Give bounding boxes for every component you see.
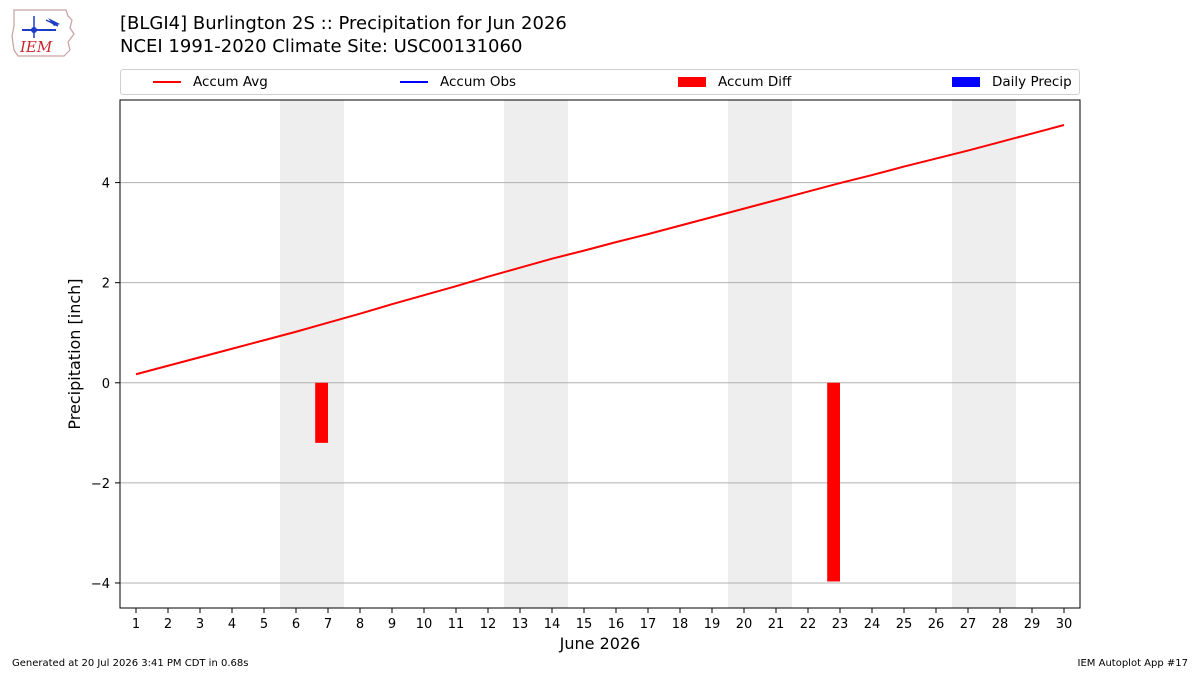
y-tick-label-1: −2 xyxy=(91,477,110,492)
accum-diff-bar-0 xyxy=(315,382,328,443)
x-axis-label: June 2026 xyxy=(559,634,641,653)
x-tick-label-18: 19 xyxy=(704,617,721,632)
x-tick-label-25: 26 xyxy=(928,617,945,632)
x-tick-label-10: 11 xyxy=(448,617,465,632)
x-tick-label-14: 15 xyxy=(576,617,593,632)
y-tick-label-0: −4 xyxy=(91,577,110,592)
legend-swatch-accum-obs xyxy=(400,81,428,83)
legend-label-accum-diff: Accum Diff xyxy=(718,74,792,90)
legend-item-accum-obs: Accum Obs xyxy=(400,70,516,94)
x-tick-label-7: 8 xyxy=(356,617,364,632)
y-axis-label: Precipitation [inch] xyxy=(65,278,84,429)
legend-swatch-accum-avg xyxy=(153,81,181,83)
legend-label-daily-precip: Daily Precip xyxy=(992,74,1072,90)
y-tick-label-3: 2 xyxy=(102,277,110,292)
weekend-shade-3 xyxy=(952,100,1016,608)
x-tick-label-11: 12 xyxy=(480,617,497,632)
x-tick-label-19: 20 xyxy=(736,617,753,632)
plot-frame xyxy=(119,99,1081,609)
legend-label-accum-obs: Accum Obs xyxy=(440,74,517,90)
title-line-1: [BLGI4] Burlington 2S :: Precipitation f… xyxy=(120,13,567,34)
chart-title: [BLGI4] Burlington 2S :: Precipitation f… xyxy=(120,12,567,58)
generated-timestamp: Generated at 20 Jul 2026 3:41 PM CDT in … xyxy=(12,658,249,669)
x-tick-label-12: 13 xyxy=(512,617,529,632)
weekend-shade-2 xyxy=(728,100,792,608)
x-tick-label-4: 5 xyxy=(260,617,268,632)
x-tick-label-17: 18 xyxy=(672,617,689,632)
x-tick-label-26: 27 xyxy=(960,617,977,632)
x-tick-label-20: 21 xyxy=(768,617,785,632)
legend-item-daily-precip: Daily Precip xyxy=(952,70,1072,94)
accum-avg-line xyxy=(135,124,1065,376)
x-tick-label-2: 3 xyxy=(196,617,204,632)
x-tick-label-16: 17 xyxy=(640,617,657,632)
chart-legend: Accum Avg Accum Obs Accum Diff Daily Pre… xyxy=(120,69,1080,95)
x-tick-label-22: 23 xyxy=(832,617,849,632)
x-tick-label-5: 6 xyxy=(292,617,300,632)
x-tick-label-27: 28 xyxy=(992,617,1009,632)
weekend-shade-1 xyxy=(504,100,568,608)
weekend-shade-0 xyxy=(280,100,344,608)
legend-item-accum-avg: Accum Avg xyxy=(153,70,268,94)
logo-text: IEM xyxy=(19,38,53,56)
x-tick-label-3: 4 xyxy=(228,617,236,632)
x-tick-label-23: 24 xyxy=(864,617,881,632)
x-tick-label-6: 7 xyxy=(324,617,332,632)
x-tick-label-8: 9 xyxy=(388,617,396,632)
x-tick-label-0: 1 xyxy=(132,617,140,632)
x-tick-label-29: 30 xyxy=(1056,617,1073,632)
x-tick-label-28: 29 xyxy=(1024,617,1041,632)
iem-logo: IEM xyxy=(11,9,75,57)
app-id: IEM Autoplot App #17 xyxy=(1077,658,1188,669)
legend-label-accum-avg: Accum Avg xyxy=(193,74,268,90)
legend-item-accum-diff: Accum Diff xyxy=(678,70,791,94)
y-tick-label-4: 4 xyxy=(102,177,110,192)
x-tick-label-15: 16 xyxy=(608,617,625,632)
title-line-2: NCEI 1991-2020 Climate Site: USC00131060 xyxy=(120,36,523,57)
legend-swatch-daily-precip xyxy=(952,77,980,87)
x-tick-label-9: 10 xyxy=(416,617,433,632)
y-tick-label-2: 0 xyxy=(102,377,110,392)
legend-swatch-accum-diff xyxy=(678,77,706,87)
x-tick-label-24: 25 xyxy=(896,617,913,632)
x-tick-label-21: 22 xyxy=(800,617,817,632)
weather-vane-icon xyxy=(22,16,60,38)
accum-diff-bar-1 xyxy=(827,382,840,582)
x-tick-label-1: 2 xyxy=(164,617,172,632)
x-tick-label-13: 14 xyxy=(544,617,561,632)
